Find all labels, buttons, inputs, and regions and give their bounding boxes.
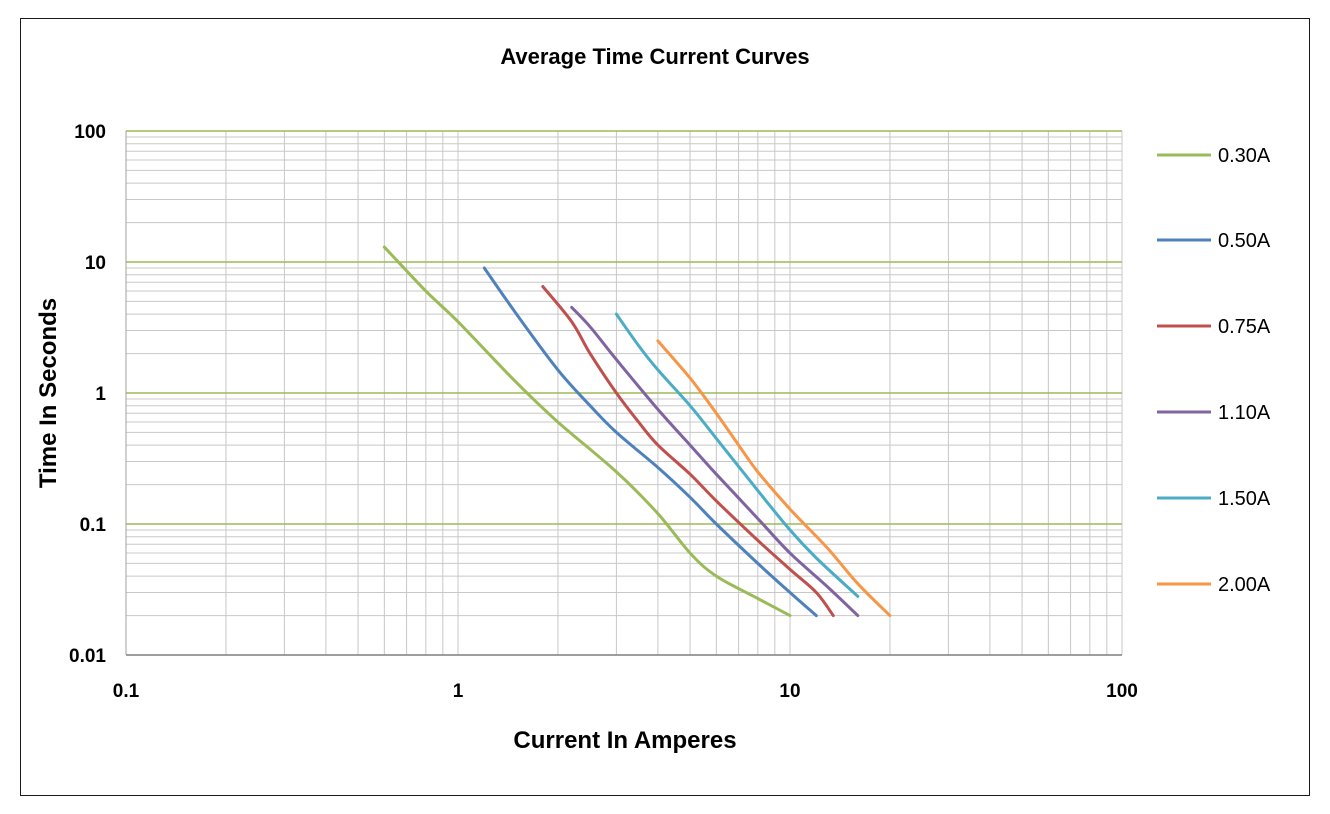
legend-label: 2.00A [1218,574,1271,596]
legend-label: 1.50A [1218,488,1271,510]
chart-title: Average Time Current Curves [500,44,809,69]
series-line-0.50A [482,266,818,618]
x-axis-title: Current In Amperes [513,727,736,754]
chart-frame [20,18,1310,796]
y-axis-title: Time In Seconds [35,298,62,488]
series-line-0.75A [541,285,835,618]
series-line-1.50A [614,312,860,598]
tick-labels: 0.1 1 10 100 100 10 1 0.1 0.01 [69,122,1138,702]
y-tick-label: 10 [85,253,106,274]
legend-label: 0.30A [1218,145,1271,167]
series-lines [382,245,892,618]
y-tick-label: 0.1 [80,515,107,536]
legend-label: 0.50A [1218,230,1271,252]
y-tick-label: 1 [95,384,106,405]
series-line-2.00A [656,339,892,618]
x-tick-label: 10 [779,681,800,702]
series-line-1.10A [570,305,860,618]
y-tick-label: 0.01 [69,646,106,667]
legend-label: 1.10A [1218,402,1271,424]
x-tick-label: 1 [453,681,464,702]
x-tick-label: 0.1 [113,681,140,702]
grid [125,130,1123,656]
legend: 0.30A 0.50A 0.75A 1.10A 1.50A 2.00A [1157,145,1271,596]
y-tick-label: 100 [74,122,106,143]
x-tick-label: 100 [1106,681,1138,702]
series-line-0.30A [382,245,792,618]
legend-label: 0.75A [1218,316,1271,338]
